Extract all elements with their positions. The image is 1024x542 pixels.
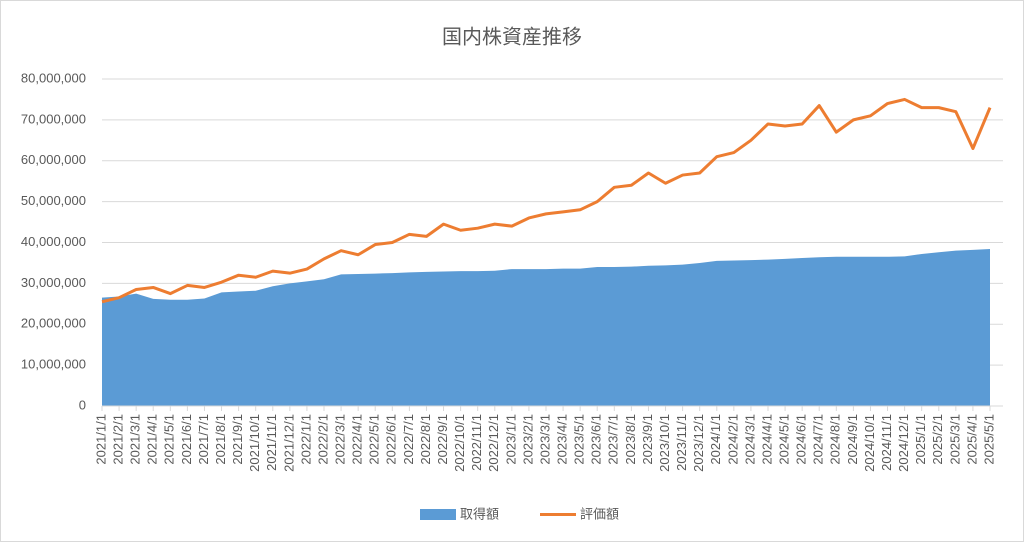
y-tick-label: 0	[79, 397, 86, 412]
x-tick-label: 2021/1/1	[93, 414, 108, 465]
y-tick-label: 20,000,000	[21, 316, 86, 331]
x-tick-label: 2023/8/1	[623, 414, 638, 465]
x-tick-label: 2023/12/1	[691, 414, 706, 472]
y-tick-label: 10,000,000	[21, 357, 86, 372]
x-tick-label: 2021/10/1	[247, 414, 262, 472]
x-tick-label: 2024/3/1	[742, 414, 757, 465]
x-tick-label: 2021/11/1	[264, 414, 279, 471]
x-tick-label: 2022/9/1	[435, 414, 450, 465]
x-tick-label: 2024/5/1	[777, 414, 792, 465]
x-tick-label: 2021/4/1	[145, 414, 160, 465]
x-tick-label: 2022/8/1	[418, 414, 433, 465]
x-tick-label: 2021/6/1	[179, 414, 194, 465]
x-tick-label: 2024/4/1	[759, 414, 774, 465]
x-tick-label: 2023/11/1	[674, 414, 689, 471]
x-tick-label: 2022/2/1	[315, 414, 330, 465]
legend-swatch	[420, 509, 456, 520]
x-tick-label: 2023/3/1	[537, 414, 552, 465]
x-tick-label: 2024/6/1	[794, 414, 809, 465]
x-tick-label: 2021/8/1	[213, 414, 228, 465]
legend-label: 評価額	[580, 506, 619, 521]
legend-label: 取得額	[460, 506, 499, 521]
x-tick-label: 2024/12/1	[896, 414, 911, 472]
x-tick-label: 2023/10/1	[657, 414, 672, 472]
x-tick-label: 2021/12/1	[281, 414, 296, 472]
y-tick-label: 70,000,000	[21, 111, 86, 126]
x-tick-label: 2021/5/1	[162, 414, 177, 465]
x-tick-label: 2023/9/1	[640, 414, 655, 465]
x-tick-label: 2022/12/1	[486, 414, 501, 472]
x-tick-label: 2021/9/1	[230, 414, 245, 465]
y-tick-label: 50,000,000	[21, 193, 86, 208]
y-tick-label: 40,000,000	[21, 234, 86, 249]
x-tick-label: 2022/3/1	[333, 414, 348, 465]
x-tick-label: 2022/10/1	[452, 414, 467, 472]
x-tick-label: 2023/7/1	[606, 414, 621, 465]
x-tick-label: 2022/7/1	[401, 414, 416, 465]
x-tick-label: 2021/2/1	[111, 414, 126, 465]
x-tick-label: 2025/2/1	[930, 414, 945, 465]
x-tick-label: 2024/11/1	[879, 414, 894, 471]
x-tick-label: 2024/7/1	[811, 414, 826, 465]
x-tick-label: 2022/4/1	[350, 414, 365, 465]
x-tick-label: 2023/2/1	[520, 414, 535, 465]
x-tick-label: 2025/3/1	[947, 414, 962, 465]
x-tick-label: 2023/5/1	[572, 414, 587, 465]
x-tick-label: 2021/3/1	[128, 414, 143, 465]
x-tick-label: 2022/5/1	[367, 414, 382, 465]
x-tick-label: 2023/6/1	[589, 414, 604, 465]
area	[102, 249, 990, 406]
y-tick-label: 60,000,000	[21, 152, 86, 167]
x-tick-label: 2022/1/1	[298, 414, 313, 465]
chart-title: 国内株資産推移	[442, 25, 582, 48]
line	[101, 97, 992, 304]
x-tick-label: 2024/1/1	[708, 414, 723, 465]
x-tick-label: 2024/10/1	[862, 414, 877, 472]
y-tick-label: 80,000,000	[21, 70, 86, 85]
x-tick-label: 2022/11/1	[469, 414, 484, 471]
x-tick-label: 2021/7/1	[196, 414, 211, 465]
x-tick-label: 2025/4/1	[964, 414, 979, 465]
x-tick-label: 2024/8/1	[828, 414, 843, 465]
x-tick-label: 2025/5/1	[981, 414, 996, 465]
x-tick-label: 2024/9/1	[845, 414, 860, 465]
y-tick-label: 30,000,000	[21, 275, 86, 290]
x-tick-label: 2023/4/1	[555, 414, 570, 465]
x-tick-label: 2024/2/1	[725, 414, 740, 465]
x-tick-label: 2025/1/1	[913, 414, 928, 465]
x-tick-label: 2023/1/1	[503, 414, 518, 465]
x-tick-label: 2022/6/1	[384, 414, 399, 465]
